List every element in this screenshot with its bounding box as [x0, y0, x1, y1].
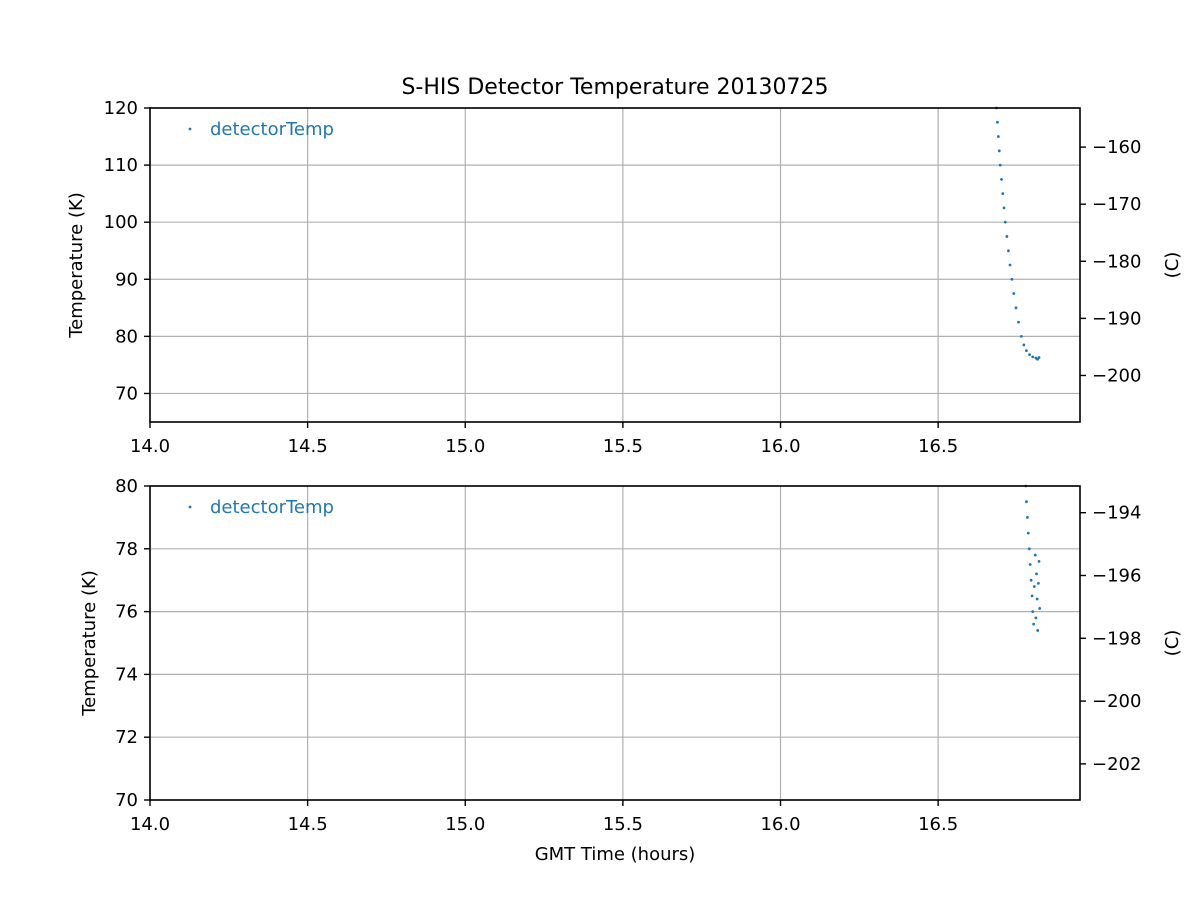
x-tick-label: 16.0: [760, 436, 800, 457]
x-tick-label: 14.5: [288, 814, 328, 835]
data-point: [1029, 578, 1033, 582]
y-tick-label: 76: [115, 602, 138, 623]
data-point: [1036, 581, 1040, 585]
data-point: [1002, 206, 1006, 210]
right-y-tick-label: −198: [1092, 628, 1141, 649]
data-point: [1010, 277, 1014, 281]
right-y-tick-label: −180: [1092, 251, 1141, 272]
x-tick-label: 15.5: [603, 814, 643, 835]
legend-label: detectorTemp: [210, 119, 334, 140]
data-point: [1003, 220, 1007, 224]
legend-label: detectorTemp: [210, 497, 334, 518]
data-point: [1031, 610, 1035, 613]
plot-frame: [149, 485, 1081, 801]
y-tick-label: 78: [115, 539, 138, 560]
data-point: [1001, 192, 1005, 196]
y-tick-label: 72: [115, 727, 138, 748]
data-point: [1019, 334, 1023, 338]
data-point: [1008, 263, 1012, 267]
y-tick-label: 90: [115, 269, 138, 290]
y-tick-label: 120: [104, 98, 138, 119]
data-point: [1033, 553, 1037, 557]
data-point: [1017, 320, 1020, 324]
data-point: [1037, 559, 1041, 563]
data-point: [1025, 500, 1028, 504]
data-point: [1031, 355, 1035, 359]
data-point: [1035, 572, 1038, 576]
x-axis-label: GMT Time (hours): [535, 844, 696, 865]
x-tick-label: 16.5: [918, 436, 958, 457]
legend-marker: [188, 127, 192, 131]
data-point: [1022, 343, 1026, 347]
data-point: [996, 120, 999, 124]
data-point: [1026, 531, 1030, 535]
top-panel: 14.0 14.5 15.0 15.5 16.0 16.5 70 80 90 100 110 120 −…: [66, 98, 1183, 457]
data-point: [1038, 607, 1042, 610]
data-point: [1000, 177, 1003, 181]
y-tick-label: 80: [115, 326, 138, 347]
y-tick-label: 74: [115, 664, 138, 685]
x-tick-label: 15.0: [445, 814, 485, 835]
right-y-tick-label: −194: [1092, 503, 1141, 524]
data-point: [996, 135, 1000, 138]
data-point: [1034, 616, 1038, 620]
right-y-tick-label: −160: [1092, 137, 1141, 158]
bottom-panel: 14.0 14.5 15.0 15.5 16.0 16.5 70 72 74 76 78 80 −194…: [79, 476, 1183, 835]
right-y-tick-label: −170: [1092, 194, 1141, 215]
x-tick-label: 16.5: [918, 814, 958, 835]
right-y-tick-label: −190: [1092, 308, 1141, 329]
y-tick-label: 100: [104, 212, 138, 233]
y-tick-label: 70: [115, 790, 138, 811]
chart-title: S-HIS Detector Temperature 20130725: [401, 75, 828, 100]
data-point: [1007, 249, 1010, 253]
data-point: [1037, 356, 1041, 359]
data-point: [1005, 235, 1009, 238]
x-tick-label: 14.5: [288, 436, 328, 457]
data-point: [1014, 306, 1018, 310]
x-tick-label: 15.0: [445, 436, 485, 457]
y-tick-label: 70: [115, 383, 138, 404]
x-tick-label: 16.0: [760, 814, 800, 835]
data-point: [1036, 629, 1040, 632]
right-y-axis-label: (C): [1162, 252, 1183, 279]
data-point: [1028, 563, 1032, 566]
x-tick-label: 15.5: [603, 436, 643, 457]
right-y-axis-label: (C): [1162, 630, 1183, 657]
data-point: [1027, 547, 1031, 551]
legend-marker: [188, 505, 192, 509]
y-axis-label: Temperature (K): [79, 570, 100, 717]
data-point: [1032, 585, 1036, 588]
y-tick-label: 110: [104, 155, 138, 176]
data-point: [1028, 353, 1031, 357]
plot-frame: [149, 107, 1081, 423]
data-point: [1030, 594, 1034, 598]
right-y-tick-label: −202: [1092, 754, 1141, 775]
y-tick-label: 80: [115, 476, 138, 497]
y-axis-label: Temperature (K): [66, 192, 87, 339]
data-point: [1035, 597, 1039, 601]
data-point: [1032, 622, 1036, 626]
data-point: [1025, 516, 1029, 519]
data-point: [997, 149, 1001, 153]
right-y-tick-label: −200: [1092, 365, 1141, 386]
data-point: [1012, 292, 1016, 295]
x-tick-label: 14.0: [130, 814, 170, 835]
right-y-tick-label: −196: [1092, 565, 1141, 586]
data-point: [998, 163, 1002, 167]
data-point: [1025, 349, 1028, 353]
x-tick-label: 14.0: [130, 436, 170, 457]
right-y-tick-label: −200: [1092, 691, 1141, 712]
